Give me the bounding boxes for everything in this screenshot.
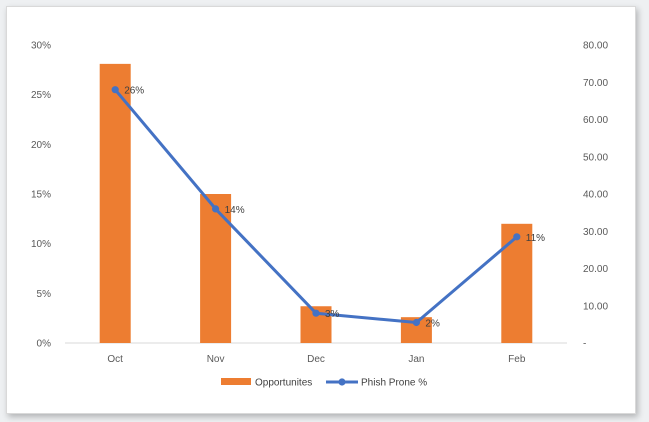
line-point	[513, 233, 521, 241]
right-tick-label: 80.00	[583, 41, 608, 52]
data-label: 3%	[325, 309, 340, 320]
left-tick-label: 10%	[31, 239, 51, 250]
bar	[99, 63, 131, 344]
chart-card: 0% 5% 10% 15% 20% 25% 30% - 10.00 20.00 30.00 40.0…	[6, 6, 636, 414]
right-tick-label: 30.00	[583, 227, 608, 238]
legend-label: Opportunites	[255, 378, 312, 389]
x-axis: Oct Nov Dec Jan Feb	[107, 354, 525, 365]
bar	[501, 223, 533, 343]
left-tick-label: 5%	[37, 289, 52, 300]
left-axis: 0% 5% 10% 15% 20% 25% 30%	[31, 41, 51, 350]
right-tick-label: 50.00	[583, 152, 608, 163]
line-point	[412, 318, 420, 327]
legend-line-marker	[338, 378, 346, 386]
left-tick-label: 20%	[31, 140, 51, 151]
data-label: 14%	[225, 205, 245, 216]
right-tick-label: 10.00	[583, 301, 608, 312]
left-tick-label: 30%	[31, 41, 51, 52]
right-tick-label: 70.00	[583, 78, 608, 89]
legend-label: Phish Prone %	[361, 378, 427, 389]
data-label: 11%	[526, 233, 545, 244]
data-label: 2%	[425, 319, 440, 330]
legend: Opportunites Phish Prone %	[221, 378, 427, 389]
legend-bar-swatch	[221, 378, 251, 385]
right-tick-label: 60.00	[583, 115, 608, 126]
line-series: 26% 14% 3% 2% 11%	[111, 86, 545, 330]
left-tick-label: 0%	[37, 339, 52, 350]
right-axis: - 10.00 20.00 30.00 40.00 50.00 60.00 70.00 80.0…	[583, 41, 608, 350]
right-tick-label: -	[583, 339, 586, 350]
line-point	[111, 86, 119, 94]
right-tick-label: 20.00	[583, 264, 608, 275]
x-tick-label: Nov	[207, 354, 225, 365]
left-tick-label: 25%	[31, 90, 51, 101]
line-point	[212, 205, 220, 213]
x-tick-label: Feb	[508, 354, 526, 365]
x-tick-label: Oct	[107, 354, 123, 365]
left-tick-label: 15%	[31, 190, 51, 201]
bar-series	[99, 63, 533, 344]
x-tick-label: Jan	[408, 354, 424, 365]
combo-chart: 0% 5% 10% 15% 20% 25% 30% - 10.00 20.00 30.00 40.0…	[31, 41, 608, 389]
x-tick-label: Dec	[307, 354, 325, 365]
right-tick-label: 40.00	[583, 190, 608, 201]
series-line	[113, 88, 519, 325]
bar	[200, 194, 232, 343]
line-point	[312, 309, 320, 317]
data-label: 26%	[124, 86, 144, 97]
